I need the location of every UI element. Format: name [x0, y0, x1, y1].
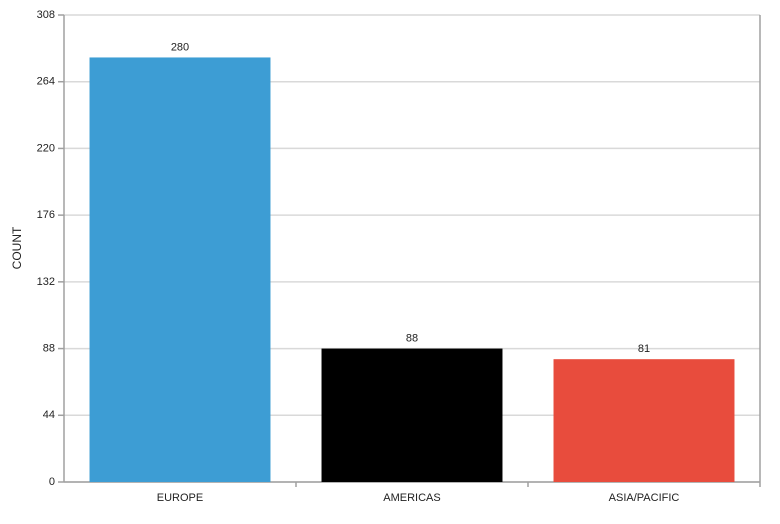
bar — [321, 348, 503, 482]
data-label: 81 — [638, 343, 650, 355]
y-tick-label: 176 — [37, 209, 55, 221]
y-axis-label: COUNT — [10, 226, 24, 269]
x-tick-label: AMERICAS — [383, 492, 440, 504]
y-tick-label: 88 — [43, 342, 55, 354]
x-tick-label: ASIA/PACIFIC — [609, 492, 680, 504]
y-tick-label: 264 — [37, 76, 55, 88]
data-label: 280 — [171, 41, 189, 53]
data-label: 88 — [406, 332, 418, 344]
x-tick-label: EUROPE — [157, 492, 203, 504]
y-tick-label: 132 — [37, 276, 55, 288]
bar — [89, 57, 271, 483]
y-tick-label: 308 — [37, 9, 55, 21]
y-tick-label: 44 — [43, 409, 55, 421]
bar — [553, 359, 735, 482]
y-tick-label: 0 — [49, 476, 55, 488]
y-tick-label: 220 — [37, 142, 55, 154]
